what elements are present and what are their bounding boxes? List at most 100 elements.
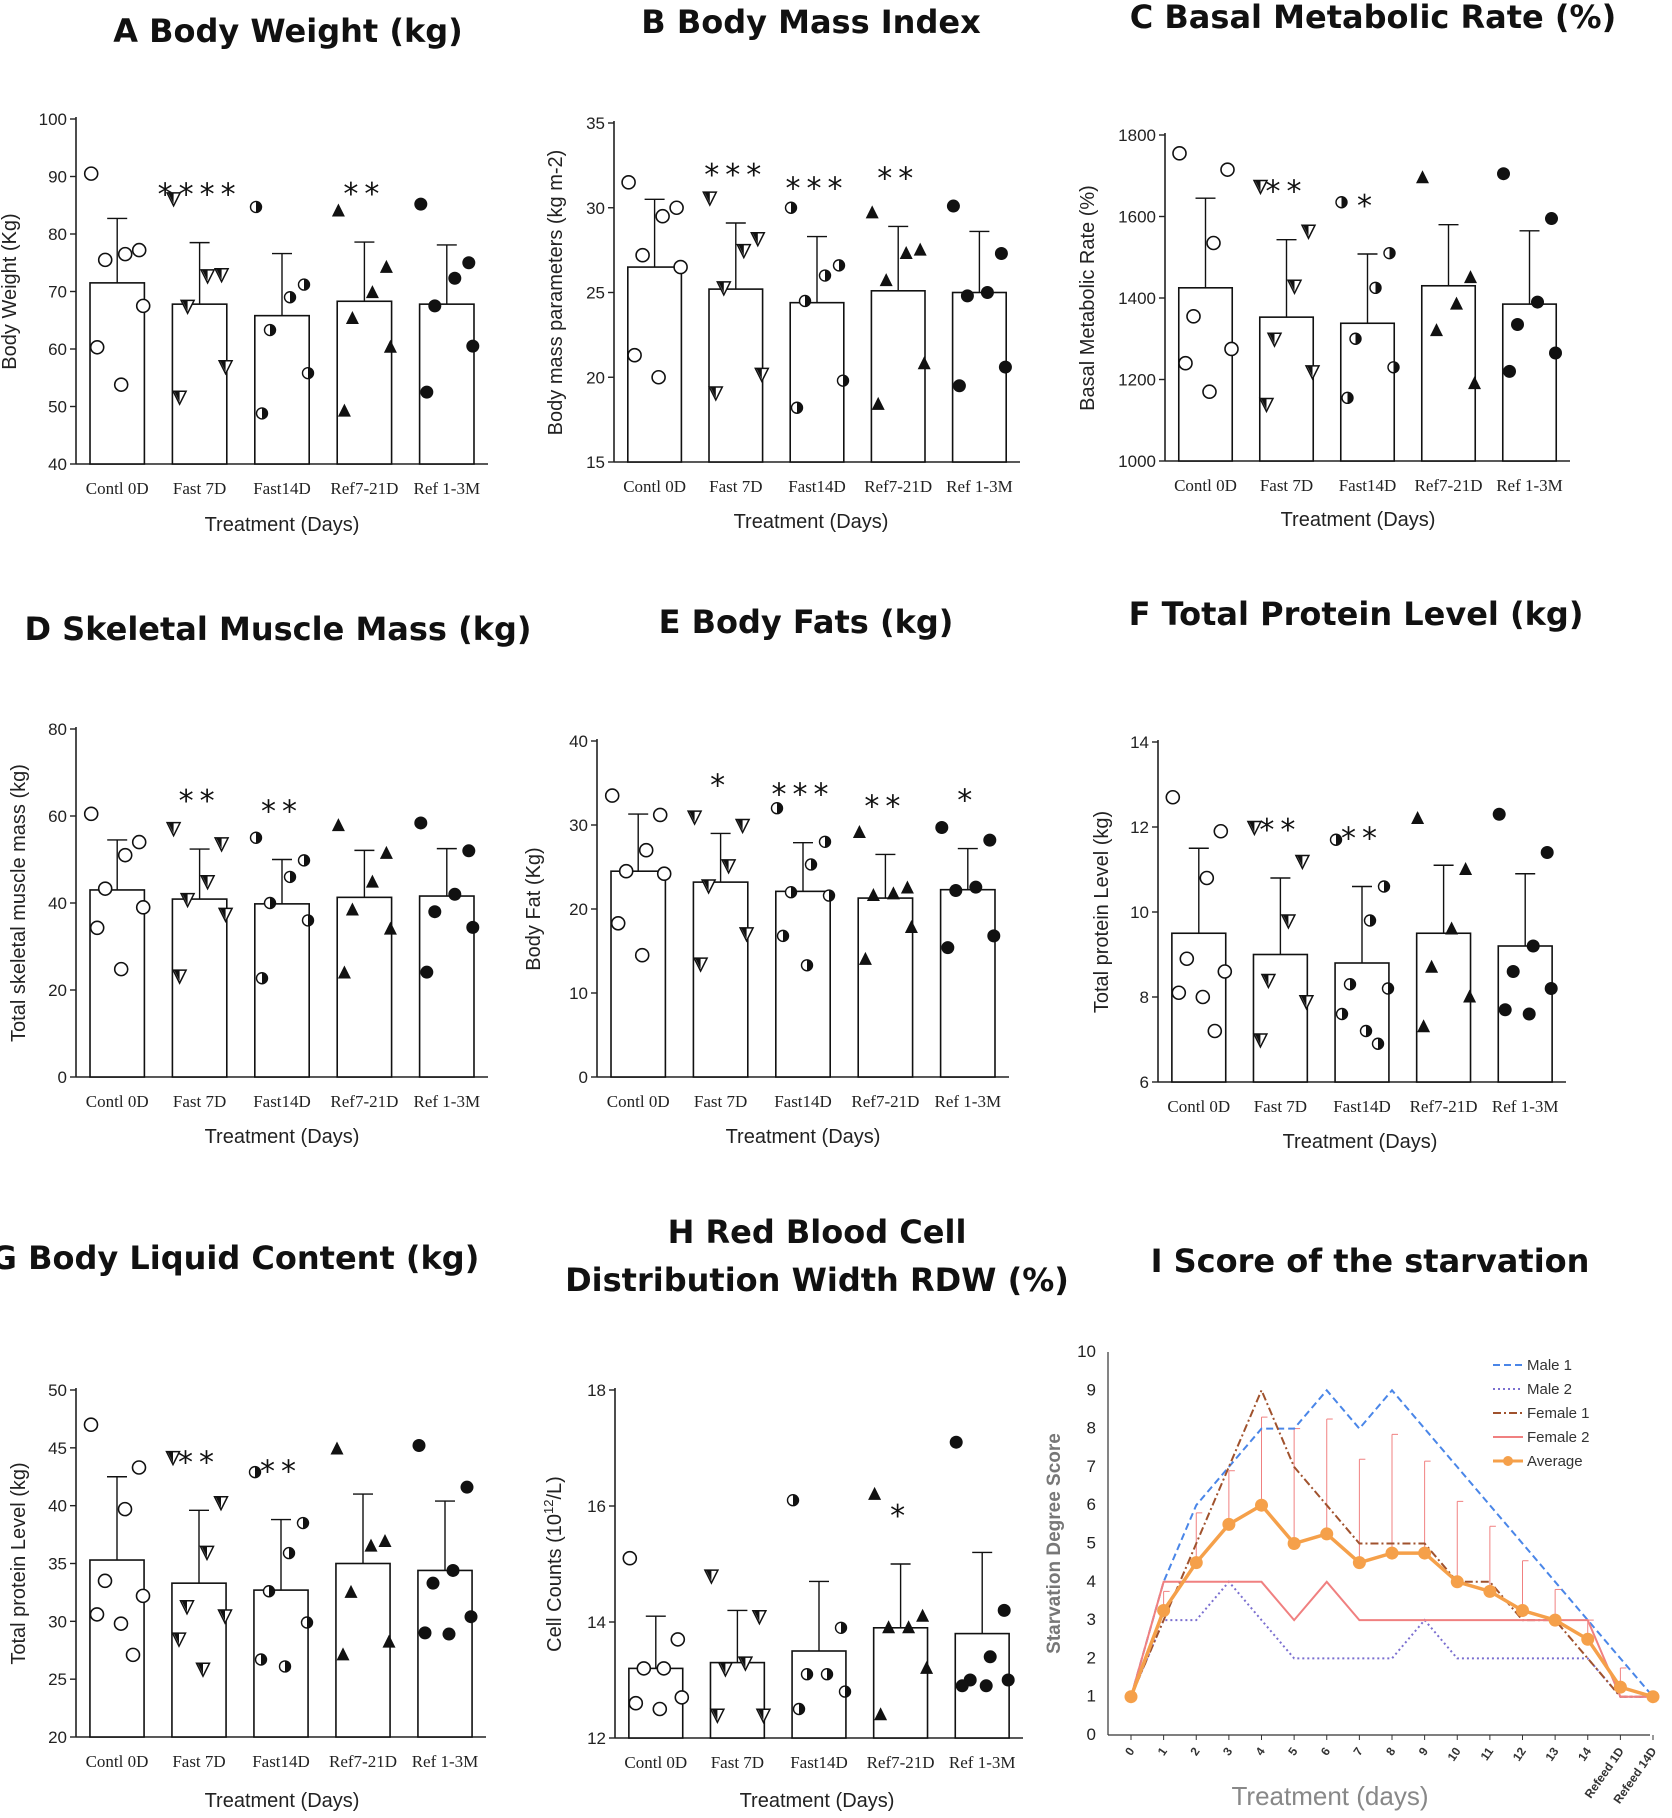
- data-point: [213, 837, 230, 853]
- y-tick-label: 16: [587, 1497, 606, 1516]
- data-point: [784, 886, 798, 899]
- data-point: [217, 360, 234, 376]
- data-point: [217, 1609, 233, 1625]
- data-point: [344, 1584, 358, 1598]
- data-point: [171, 969, 188, 985]
- data-point: [213, 268, 230, 284]
- data-point: [651, 369, 666, 385]
- x-tick-label: 10: [1445, 1744, 1464, 1763]
- bar: [627, 266, 683, 463]
- data-point: [379, 259, 393, 273]
- data-point: [426, 1576, 440, 1590]
- data-point: [1430, 323, 1443, 337]
- y-tick-label: 6: [1140, 1073, 1149, 1092]
- category-label: Ref 1-3M: [1496, 476, 1563, 495]
- data-point: [751, 1609, 768, 1626]
- data-point: [784, 201, 798, 214]
- y-tick-label: 40: [48, 455, 67, 474]
- data-point: [171, 390, 188, 406]
- category-label: Contl 0D: [86, 1752, 149, 1771]
- data-point: [1258, 397, 1275, 414]
- y-tick-label: 1600: [1118, 208, 1156, 227]
- chart-title: B Body Mass Index: [641, 3, 981, 41]
- data-point: [117, 1501, 133, 1517]
- y-tick-label: 4: [1087, 1572, 1096, 1591]
- x-tick-label: 12: [1510, 1744, 1529, 1763]
- data-point: [952, 379, 966, 393]
- y-axis-label: Body Weight (Kg): [0, 213, 21, 369]
- y-tick-label: 40: [48, 894, 67, 913]
- x-axis-label: Treatment (Days): [740, 1790, 895, 1812]
- y-tick-label: 1400: [1118, 289, 1156, 308]
- data-point: [628, 1695, 644, 1711]
- bar: [610, 870, 667, 1078]
- data-point: [836, 374, 850, 387]
- data-point: [97, 881, 113, 896]
- category-label: Ref7-21D: [851, 1092, 919, 1111]
- category-label: Ref7-21D: [330, 479, 398, 498]
- data-point: [1329, 833, 1343, 846]
- y-tick-label: 12: [587, 1729, 606, 1748]
- data-point: [994, 247, 1008, 261]
- data-point: [283, 870, 297, 884]
- y-tick-label: 9: [1087, 1380, 1096, 1399]
- y-tick-label: 15: [586, 453, 605, 472]
- data-point: [800, 1667, 814, 1681]
- data-point: [1195, 989, 1211, 1005]
- bar: [1501, 303, 1558, 462]
- data-point: [790, 401, 804, 414]
- data-point: [786, 1493, 800, 1507]
- data-point: [634, 947, 650, 963]
- data-point: [263, 323, 277, 337]
- data-point: [655, 208, 670, 224]
- data-point: [1199, 870, 1215, 886]
- data-point: [800, 959, 814, 972]
- y-tick-label: 1: [1087, 1687, 1096, 1706]
- data-point: [135, 900, 151, 915]
- bar: [89, 282, 146, 465]
- data-point: [248, 1465, 262, 1479]
- data-point: [345, 902, 359, 916]
- data-point: [165, 1450, 181, 1467]
- category-label: Fast14D: [253, 1092, 311, 1111]
- data-point: [618, 863, 634, 879]
- data-point: [1526, 939, 1540, 953]
- chart-title: I Score of the starvation: [1151, 1242, 1590, 1280]
- y-tick-label: 80: [48, 720, 67, 739]
- series-line: [1130, 1388, 1654, 1698]
- y-tick-label: 30: [586, 199, 605, 218]
- data-point: [874, 1707, 888, 1721]
- y-tick-label: 10: [1130, 903, 1149, 922]
- data-point: [262, 1585, 276, 1598]
- data-point: [1450, 1575, 1464, 1589]
- significance-mark: **: [1266, 175, 1308, 210]
- data-point: [1246, 820, 1263, 837]
- data-point: [97, 252, 113, 268]
- chart-title: C Basal Metabolic Rate (%): [1130, 0, 1616, 36]
- data-point: [199, 269, 216, 285]
- data-point: [460, 1480, 474, 1494]
- category-label: Ref 1-3M: [414, 1092, 481, 1111]
- data-point: [998, 360, 1012, 374]
- data-point: [1445, 921, 1459, 935]
- data-point: [345, 311, 359, 325]
- data-point: [1492, 807, 1506, 821]
- panel-B: B Body Mass Index 15 20 25 30 35 Body mass par…: [545, 3, 1020, 533]
- y-axis-label: Total protein Level (kg): [8, 1462, 30, 1664]
- data-point: [414, 197, 428, 211]
- data-point: [969, 880, 983, 894]
- data-point: [700, 879, 717, 895]
- data-point: [627, 347, 642, 363]
- data-point: [656, 866, 672, 882]
- data-point: [1506, 965, 1520, 978]
- category-label: Fast14D: [252, 1752, 310, 1771]
- category-label: Fast14D: [1339, 476, 1397, 495]
- data-point: [899, 246, 913, 260]
- legend-label: Male 2: [1527, 1381, 1572, 1398]
- data-point: [464, 1610, 478, 1624]
- category-label: Contl 0D: [623, 477, 686, 496]
- bar: [335, 1562, 391, 1738]
- x-tick-label: 1: [1155, 1744, 1170, 1758]
- y-axis-label: Starvation Degree Score: [1044, 1433, 1065, 1654]
- category-label: Ref 1-3M: [412, 1752, 479, 1771]
